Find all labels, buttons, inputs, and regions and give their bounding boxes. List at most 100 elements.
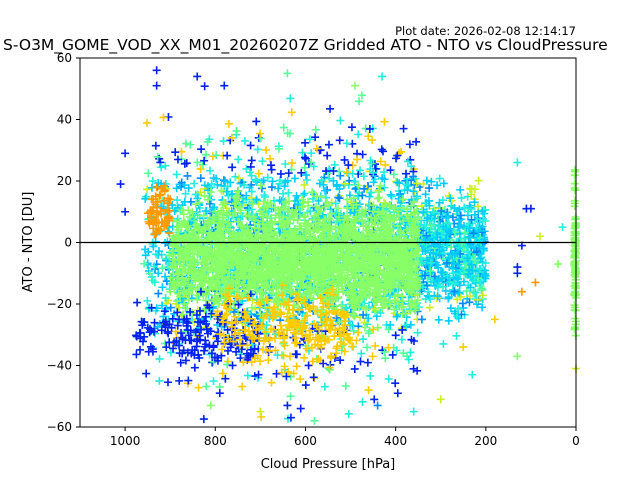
data-point [326, 225, 335, 234]
data-point [267, 378, 276, 387]
data-point [456, 270, 465, 279]
data-point [142, 369, 151, 378]
data-point [391, 379, 400, 388]
data-point [380, 216, 389, 225]
data-point [376, 255, 385, 264]
data-point [426, 295, 435, 304]
data-point [228, 230, 237, 239]
data-point [412, 137, 421, 146]
data-point [388, 255, 397, 264]
data-point [301, 268, 310, 277]
data-point [368, 233, 377, 242]
data-point [444, 294, 453, 303]
data-point [358, 150, 367, 159]
data-point [234, 155, 243, 164]
data-point [215, 330, 224, 339]
data-point [155, 376, 164, 385]
data-point [439, 282, 448, 291]
data-point [220, 301, 229, 310]
data-point [174, 269, 183, 278]
data-point [305, 335, 314, 344]
data-point [279, 300, 288, 309]
data-point [370, 395, 379, 404]
data-point [426, 258, 435, 267]
data-point [217, 267, 226, 276]
data-point [180, 197, 189, 206]
data-point [259, 258, 268, 267]
data-point [195, 353, 204, 362]
data-point [314, 327, 323, 336]
data-point [409, 337, 418, 346]
data-point [239, 358, 248, 367]
data-point [247, 171, 256, 180]
data-point [281, 202, 290, 211]
data-point [176, 358, 185, 367]
data-point [470, 185, 479, 194]
data-point [475, 265, 484, 274]
data-point [165, 338, 174, 347]
data-point [326, 325, 335, 334]
data-point [300, 219, 309, 228]
data-point [205, 199, 214, 208]
data-point [405, 140, 414, 149]
data-point [318, 230, 327, 239]
data-point [300, 296, 309, 305]
data-point [406, 253, 415, 262]
data-point [161, 294, 170, 303]
data-point [399, 259, 408, 268]
data-point [389, 170, 398, 179]
data-point [257, 412, 266, 421]
data-point [386, 190, 395, 199]
data-point [287, 318, 296, 327]
data-point [311, 250, 320, 259]
data-point [197, 145, 206, 154]
data-point [413, 230, 422, 239]
data-point [377, 145, 386, 154]
data-point [413, 296, 422, 305]
data-point [309, 215, 318, 224]
data-point [300, 353, 309, 362]
data-point [201, 312, 210, 321]
data-point [479, 244, 488, 253]
data-point [190, 272, 199, 281]
data-point [195, 242, 204, 251]
data-point [159, 113, 168, 122]
data-point [376, 181, 385, 190]
data-point [247, 303, 256, 312]
data-point [434, 279, 443, 288]
data-point [320, 186, 329, 195]
data-point [292, 339, 301, 348]
data-point [393, 207, 402, 216]
data-point [449, 269, 458, 278]
data-point [355, 287, 364, 296]
data-point [322, 259, 331, 268]
data-point [374, 187, 383, 196]
data-point [178, 206, 187, 215]
data-point [424, 287, 433, 296]
data-point [215, 226, 224, 235]
data-point [208, 276, 217, 285]
data-point [397, 147, 406, 156]
data-point [259, 232, 268, 241]
data-point [369, 178, 378, 187]
data-point [439, 222, 448, 231]
data-point [366, 165, 375, 174]
data-point [433, 233, 442, 242]
data-point [163, 327, 172, 336]
data-point [407, 201, 416, 210]
data-point [359, 335, 368, 344]
data-point [452, 312, 461, 321]
data-point [177, 273, 186, 282]
data-point [439, 339, 448, 348]
data-point [289, 369, 298, 378]
data-point [396, 212, 405, 221]
data-point [294, 319, 303, 328]
data-point [336, 116, 345, 125]
data-point [209, 341, 218, 350]
data-point [407, 162, 416, 171]
data-point [357, 230, 366, 239]
data-point [308, 188, 317, 197]
data-point [340, 347, 349, 356]
data-point [177, 178, 186, 187]
